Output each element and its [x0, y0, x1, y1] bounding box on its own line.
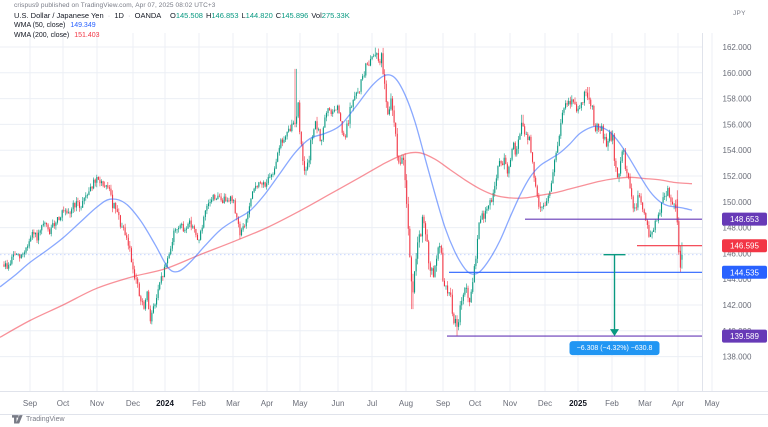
wma200-label[interactable]: WMA (200, close): [14, 32, 70, 39]
price-badge: [722, 239, 767, 253]
price-badge: [722, 329, 767, 343]
time-axis-label: Mar: [226, 399, 240, 408]
open-value: 145.508: [175, 11, 203, 20]
tradingview-logo-icon: [12, 415, 23, 424]
symbol-row[interactable]: U.S. Dollar / Japanese Yen · 1D · OANDA …: [14, 11, 350, 21]
price-badge-label: 146.595: [730, 242, 759, 251]
time-axis-label: 2025: [569, 399, 587, 408]
low-value: 144.820: [245, 11, 273, 20]
wma50-line[interactable]: [0, 74, 693, 288]
time-axis-label: Feb: [605, 399, 619, 408]
up-wicks: [5, 47, 683, 331]
close-label: C: [275, 11, 282, 20]
time-axis-label: Nov: [503, 399, 517, 408]
time-axis-label: Oct: [469, 399, 482, 408]
separator-dot: ·: [107, 11, 111, 20]
price-badge: [722, 212, 767, 226]
price-badge-label: 139.589: [730, 332, 759, 341]
price-axis-label: 148.000: [723, 224, 752, 233]
time-axis-label: Dec: [538, 399, 552, 408]
time-axis[interactable]: Sep Oct Nov Dec 2024 Feb Mar Apr May Jun Jul Aug Sep…: [23, 399, 720, 408]
time-axis-label: Jul: [367, 399, 377, 408]
price-axis-label: 154.000: [723, 146, 752, 155]
price-axis-label: 156.000: [723, 120, 752, 129]
up-bodies: [5, 53, 683, 327]
high-label: H: [205, 11, 212, 20]
measure-tool[interactable]: −6.308 (−4.32%) −630.8: [569, 254, 660, 356]
interval-label[interactable]: 1D: [114, 11, 124, 20]
price-axis-label: 142.000: [723, 301, 752, 310]
measure-tooltip: [569, 341, 660, 356]
volume-label: Vol: [311, 11, 322, 20]
measure-arrowhead-icon: [610, 329, 619, 337]
wma200-value: 151.403: [74, 32, 100, 39]
price-axis-label: 162.000: [723, 43, 752, 52]
volume-value: 275.33K: [321, 11, 350, 20]
close-value: 145.896: [281, 11, 309, 20]
price-axis[interactable]: 162.000 160.000 158.000 156.000 154.000 152.0…: [723, 43, 752, 362]
high-value: 146.853: [211, 11, 239, 20]
symbol-title[interactable]: U.S. Dollar / Japanese Yen: [14, 11, 104, 20]
time-axis-label: Apr: [672, 399, 685, 408]
price-axis-label: 146.000: [723, 249, 752, 258]
time-axis-label: Sep: [436, 399, 451, 408]
price-axis-label: 152.000: [723, 172, 752, 181]
time-axis-label: Feb: [192, 399, 206, 408]
time-axis-label: Nov: [90, 399, 104, 408]
time-axis-label: Dec: [126, 399, 140, 408]
time-axis-label: May: [704, 399, 719, 408]
time-axis-label: 2024: [156, 399, 174, 408]
indicator-row-wma50[interactable]: WMA (50, close) 149.349: [14, 21, 350, 31]
open-label: O: [169, 11, 176, 20]
grid-lines: [0, 33, 713, 392]
exchange-label: OANDA: [134, 11, 161, 20]
time-axis-label: Sep: [23, 399, 38, 408]
wma200-line[interactable]: [0, 151, 693, 338]
price-axis-label: 158.000: [723, 95, 752, 104]
attribution-text: crispus9 published on TradingView.com, A…: [14, 2, 216, 9]
wma50-value: 149.349: [70, 22, 96, 29]
measure-tooltip-label: −6.308 (−4.32%) −630.8: [577, 345, 653, 352]
price-axis-currency: JPY: [733, 10, 746, 17]
tradingview-logo[interactable]: TradingView: [12, 415, 65, 424]
price-axis-label: 160.000: [723, 69, 752, 78]
tradingview-logo-text: TradingView: [26, 416, 65, 423]
time-axis-label: May: [292, 399, 307, 408]
price-badge: [722, 265, 767, 279]
candlestick-series: [3, 47, 683, 336]
price-badge-label: 144.535: [730, 268, 759, 277]
price-axis-label: 138.000: [723, 353, 752, 362]
price-axis-label: 144.000: [723, 275, 752, 284]
price-badge-label: 148.653: [730, 215, 759, 224]
low-label: L: [241, 11, 246, 20]
down-wicks: [3, 47, 681, 336]
chart-legend: U.S. Dollar / Japanese Yen · 1D · OANDA …: [14, 11, 350, 41]
time-axis-label: Mar: [638, 399, 652, 408]
time-axis-label: Jun: [332, 399, 345, 408]
price-axis-label: 150.000: [723, 198, 752, 207]
time-axis-label: Aug: [399, 399, 413, 408]
drawn-levels[interactable]: 148.653 146.595 144.535 139.589: [447, 212, 767, 343]
indicator-row-wma200[interactable]: WMA (200, close) 151.403: [14, 31, 350, 41]
time-axis-label: Oct: [57, 399, 70, 408]
separator-dot: ·: [128, 11, 131, 20]
ohlc-values: O145.508 H146.853 L144.820 C145.896 Vol275.3…: [167, 11, 350, 20]
wma50-label[interactable]: WMA (50, close): [14, 22, 66, 29]
time-axis-label: Apr: [261, 399, 274, 408]
